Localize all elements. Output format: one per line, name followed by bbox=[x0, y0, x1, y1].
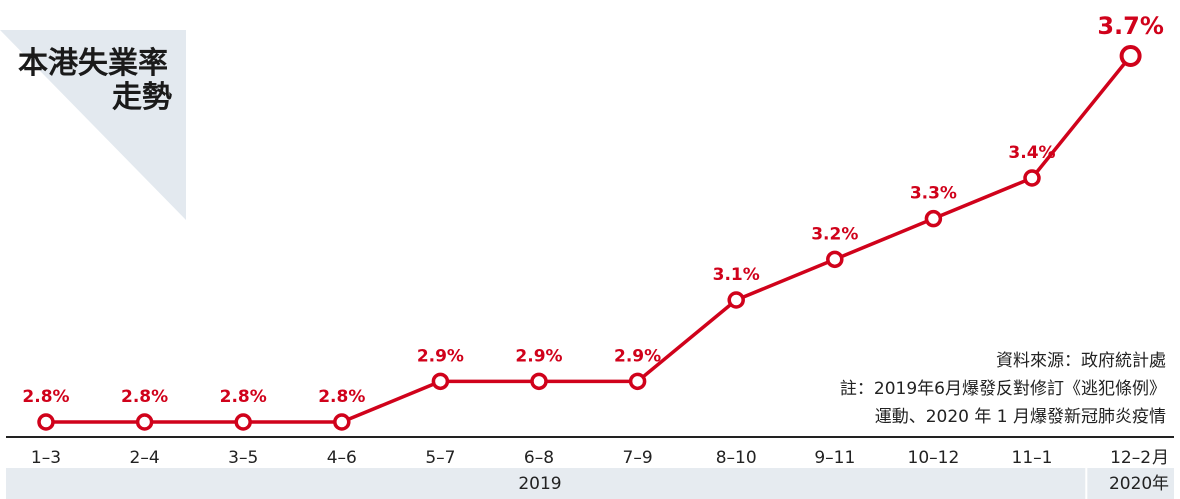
data-label: 2.8% bbox=[121, 387, 168, 407]
x-tick-label: 6–8 bbox=[524, 448, 554, 468]
data-point bbox=[333, 413, 351, 431]
source-note-line-2: 註：2019年6月爆發反對修訂《逃犯條例》 bbox=[839, 379, 1166, 399]
chart-title-line-1: 本港失業率 bbox=[18, 46, 168, 81]
data-point bbox=[628, 372, 647, 391]
source-note-line-1: 資料來源：政府統計處 bbox=[996, 351, 1166, 371]
data-point bbox=[234, 413, 252, 431]
year-label-2019: 2019 bbox=[518, 474, 561, 494]
x-tick-label: 4–6 bbox=[327, 448, 357, 468]
data-label: 3.2% bbox=[811, 224, 858, 244]
x-unit-label: 月 bbox=[1152, 448, 1169, 468]
x-tick-label: 7–9 bbox=[623, 448, 653, 468]
x-tick-label: 3–5 bbox=[228, 448, 258, 468]
data-label: 2.8% bbox=[220, 387, 267, 407]
data-point bbox=[530, 372, 548, 391]
data-label: 2.8% bbox=[22, 387, 69, 407]
chart-title-line-2: 走勢 bbox=[112, 80, 172, 115]
x-tick-label: 2–4 bbox=[130, 448, 160, 468]
year-band bbox=[6, 468, 1174, 499]
data-point bbox=[135, 413, 154, 431]
x-tick-label: 8–10 bbox=[716, 448, 757, 468]
x-tick-label: 5–7 bbox=[425, 448, 455, 468]
data-label: 2.9% bbox=[614, 346, 661, 366]
data-point bbox=[37, 413, 55, 431]
x-tick-label: 1–3 bbox=[31, 448, 61, 468]
x-tick-label: 10–12 bbox=[908, 448, 960, 468]
title-background bbox=[0, 30, 186, 220]
year-unit-label: 年 bbox=[1152, 474, 1169, 494]
year-band-2019 bbox=[6, 468, 1086, 499]
data-point bbox=[431, 372, 450, 391]
source-note-line-3: 運動、2020 年 1 月爆發新冠肺炎疫情 bbox=[874, 407, 1166, 427]
x-tick-label: 11–1 bbox=[1012, 448, 1053, 468]
x-tick-label: 12–2 bbox=[1110, 448, 1151, 468]
data-label: 3.3% bbox=[910, 184, 957, 204]
data-label: 3.1% bbox=[713, 265, 760, 285]
data-point bbox=[1119, 45, 1142, 67]
data-point bbox=[826, 250, 844, 269]
data-point bbox=[1023, 169, 1041, 187]
data-point bbox=[924, 209, 943, 228]
year-band-2020 bbox=[1087, 468, 1174, 499]
data-label: 2.9% bbox=[515, 346, 562, 366]
x-tick-label: 9–11 bbox=[814, 448, 855, 468]
data-label: 2.9% bbox=[417, 346, 464, 366]
data-label: 3.4% bbox=[1008, 143, 1055, 163]
year-label-2020: 2020 bbox=[1109, 474, 1152, 494]
data-point bbox=[727, 291, 745, 309]
series-line bbox=[46, 54, 1132, 424]
data-label: 2.8% bbox=[318, 387, 365, 407]
data-label: 3.7% bbox=[1097, 12, 1164, 40]
